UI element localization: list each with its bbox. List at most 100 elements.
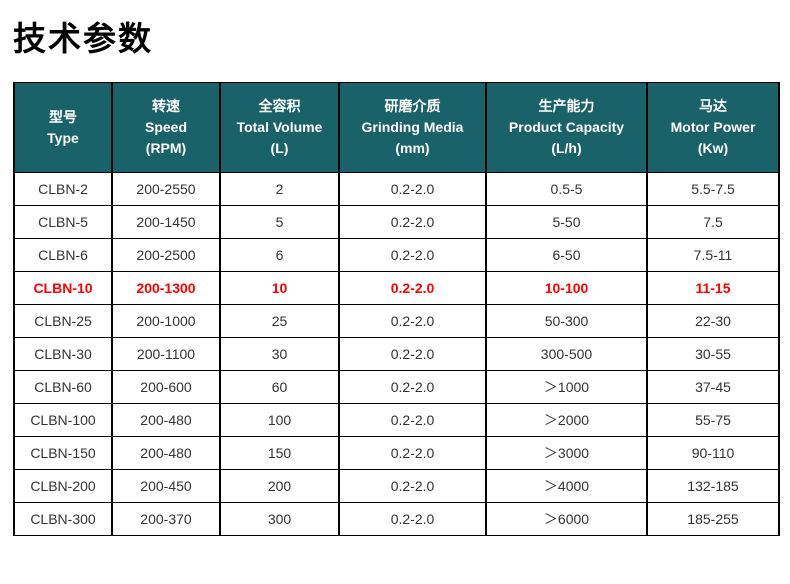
cell: 185-255 (646, 502, 780, 536)
cell: 0.5-5 (485, 172, 648, 206)
table-row: CLBN-6 200-2500 6 0.2-2.0 6-50 7.5-11 (13, 238, 780, 272)
cell: 0.2-2.0 (338, 403, 487, 437)
cell: 0.2-2.0 (338, 271, 487, 305)
column-header-speed: 转速 Speed (RPM) (111, 82, 221, 173)
cell: 6-50 (485, 238, 648, 272)
cell: 200-1000 (111, 304, 221, 338)
cell: 55-75 (646, 403, 780, 437)
cell: 200-1300 (111, 271, 221, 305)
cell: 7.5 (646, 205, 780, 239)
cell: ＞6000 (485, 502, 648, 536)
table-row: CLBN-25 200-1000 25 0.2-2.0 50-300 22-30 (13, 304, 780, 338)
header-row: 型号 Type 转速 Speed (RPM) 全容积 Total Volume (L) 研磨介质… (13, 82, 780, 173)
cell: 90-110 (646, 436, 780, 470)
column-header-type: 型号 Type (13, 82, 113, 173)
column-header-grinding-media: 研磨介质 Grinding Media (mm) (338, 82, 487, 173)
cell: 6 (219, 238, 340, 272)
cell: CLBN-2 (13, 172, 113, 206)
cell: CLBN-10 (13, 271, 113, 305)
column-header-total-volume: 全容积 Total Volume (L) (219, 82, 340, 173)
cell: 0.2-2.0 (338, 502, 487, 536)
cell: 5.5-7.5 (646, 172, 780, 206)
table-row: CLBN-200 200-450 200 0.2-2.0 ＞4000 132-185 (13, 469, 780, 503)
cell: 200-370 (111, 502, 221, 536)
cell: ＞1000 (485, 370, 648, 404)
cell: CLBN-30 (13, 337, 113, 371)
column-header-line: (mm) (395, 140, 430, 156)
column-header-line: (L/h) (551, 140, 582, 156)
column-header-line: Total Volume (236, 119, 323, 135)
cell: 37-45 (646, 370, 780, 404)
cell: 132-185 (646, 469, 780, 503)
table-row: CLBN-2 200-2550 2 0.2-2.0 0.5-5 5.5-7.5 (13, 172, 780, 206)
cell: 2 (219, 172, 340, 206)
column-header-line: Grinding Media (361, 119, 464, 135)
cell: CLBN-200 (13, 469, 113, 503)
cell: CLBN-100 (13, 403, 113, 437)
column-header-line: 马达 (699, 98, 727, 114)
cell: 22-30 (646, 304, 780, 338)
table-body: CLBN-2 200-2550 2 0.2-2.0 0.5-5 5.5-7.5 CLBN-5… (13, 172, 780, 536)
cell: 0.2-2.0 (338, 304, 487, 338)
cell: 7.5-11 (646, 238, 780, 272)
cell: 0.2-2.0 (338, 238, 487, 272)
cell: 200 (219, 469, 340, 503)
column-header-line: 研磨介质 (384, 98, 441, 114)
cell: 200-480 (111, 436, 221, 470)
column-header-line: 型号 (49, 108, 77, 125)
cell: ＞3000 (485, 436, 648, 470)
cell: 200-2550 (111, 172, 221, 206)
cell: CLBN-6 (13, 238, 113, 272)
column-header-line: (RPM) (145, 140, 187, 156)
column-header-line: 转速 (152, 98, 180, 114)
table-row: CLBN-100 200-480 100 0.2-2.0 ＞2000 55-75 (13, 403, 780, 437)
cell: 11-15 (646, 271, 780, 305)
cell: 0.2-2.0 (338, 436, 487, 470)
cell: 30 (219, 337, 340, 371)
cell: 200-480 (111, 403, 221, 437)
cell: 200-2500 (111, 238, 221, 272)
column-header-line: (Kw) (697, 140, 729, 156)
cell: 10-100 (485, 271, 648, 305)
column-header-line: 全容积 (258, 98, 301, 114)
cell: 100 (219, 403, 340, 437)
cell: 200-600 (111, 370, 221, 404)
cell: 0.2-2.0 (338, 370, 487, 404)
spec-table: 型号 Type 转速 Speed (RPM) 全容积 Total Volume (L) 研磨介质… (13, 82, 780, 536)
cell: 5-50 (485, 205, 648, 239)
cell: 200-1100 (111, 337, 221, 371)
cell: 0.2-2.0 (338, 337, 487, 371)
cell: ＞4000 (485, 469, 648, 503)
cell: CLBN-25 (13, 304, 113, 338)
cell: 0.2-2.0 (338, 205, 487, 239)
cell: 5 (219, 205, 340, 239)
column-header-line: (L) (270, 140, 289, 156)
table-row: CLBN-300 200-370 300 0.2-2.0 ＞6000 185-255 (13, 502, 780, 536)
cell: ＞2000 (485, 403, 648, 437)
cell: 300-500 (485, 337, 648, 371)
table-row: CLBN-5 200-1450 5 0.2-2.0 5-50 7.5 (13, 205, 780, 239)
table-row: CLBN-60 200-600 60 0.2-2.0 ＞1000 37-45 (13, 370, 780, 404)
cell: 0.2-2.0 (338, 469, 487, 503)
cell: CLBN-5 (13, 205, 113, 239)
page-title: 技术参数 (13, 20, 153, 57)
column-header-product-capacity: 生产能力 Product Capacity (L/h) (485, 82, 648, 173)
column-header-line: Motor Power (670, 119, 756, 135)
table-row: CLBN-10 200-1300 10 0.2-2.0 10-100 11-15 (13, 271, 780, 305)
table-row: CLBN-150 200-480 150 0.2-2.0 ＞3000 90-110 (13, 436, 780, 470)
cell: 200-450 (111, 469, 221, 503)
cell: CLBN-150 (13, 436, 113, 470)
cell: 0.2-2.0 (338, 172, 487, 206)
cell: 25 (219, 304, 340, 338)
column-header-line: Speed (144, 119, 187, 135)
cell: 50-300 (485, 304, 648, 338)
cell: 150 (219, 436, 340, 470)
cell: 30-55 (646, 337, 780, 371)
table-row: CLBN-30 200-1100 30 0.2-2.0 300-500 30-55 (13, 337, 780, 371)
cell: CLBN-60 (13, 370, 113, 404)
cell: 60 (219, 370, 340, 404)
column-header-line: 生产能力 (538, 98, 595, 114)
cell: 200-1450 (111, 205, 221, 239)
cell: 300 (219, 502, 340, 536)
